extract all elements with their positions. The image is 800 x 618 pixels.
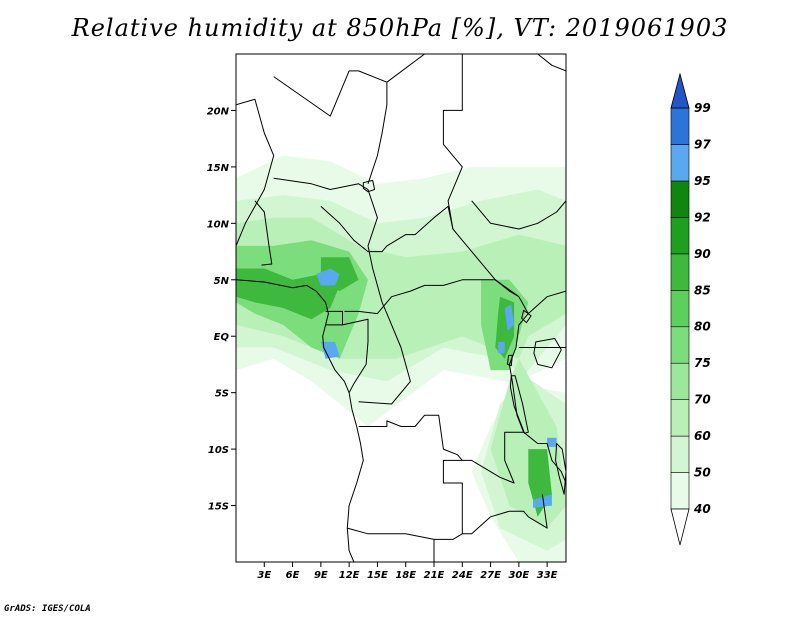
boundary-b5 [254, 200, 273, 266]
boundary-b2 [386, 54, 425, 83]
boundary-b8 [471, 200, 566, 230]
colorbar-segment [670, 362, 690, 401]
colorbar-segment [670, 472, 690, 510]
boundary-b15 [347, 527, 463, 540]
lat-tick-label: 15N [207, 163, 230, 174]
colorbar-label: 85 [694, 283, 711, 297]
lon-tick-label: 15E [367, 570, 388, 581]
country-boundaries [236, 54, 566, 562]
colorbar-segment [670, 289, 690, 328]
humidity-area-12 [498, 341, 505, 354]
boundary-coast-gulf [236, 279, 364, 562]
map-title: Relative humidity at 850hPa [%], VT: 201… [71, 14, 729, 42]
colorbar-bottom-arrow [670, 508, 690, 546]
colorbar-label: 99 [694, 101, 711, 115]
axis-ticks: 3E 6E 9E 12E 15E 18E 21E 24E 27E 30E 33E 20N 15N 10N 5… [207, 106, 558, 581]
lon-tick-label: 6E [286, 570, 300, 581]
boundary-lake-victoria [533, 338, 562, 369]
colorbar-label: 60 [694, 429, 711, 443]
humidity-area-5 [236, 268, 340, 320]
colorbar-segment [670, 180, 690, 218]
colorbar-label: 92 [694, 210, 711, 224]
lon-tick-label: 12E [339, 570, 360, 581]
humidity-area-11 [504, 304, 515, 331]
boundary-b10 [325, 310, 343, 326]
colorbar-label: 70 [694, 393, 711, 407]
lat-tick-label: 5S [215, 389, 229, 400]
lon-tick-label: 33E [537, 570, 558, 581]
boundary-lake-chad [362, 179, 376, 193]
colorbar-label: 50 [694, 466, 711, 480]
lat-tick-label: EQ [214, 332, 230, 343]
boundary-lake-albert [521, 309, 532, 324]
lon-tick-label: 30E [508, 570, 529, 581]
colorbar-label: 95 [694, 174, 711, 188]
lat-tick-label: 10N [207, 219, 230, 230]
lat-tick-label: 20N [207, 106, 230, 117]
lon-tick-label: 9E [314, 570, 328, 581]
colorbar-label: 97 [694, 138, 711, 152]
humidity-area-14 [547, 437, 557, 447]
boundary-b12 [358, 313, 411, 405]
boundary-b13 [442, 296, 548, 535]
colorbar-segment [670, 399, 690, 437]
boundary-b11 [342, 318, 369, 393]
colorbar-segment [670, 435, 690, 473]
lon-tick-label: 3E [257, 570, 271, 581]
boundary-b3 [442, 54, 463, 230]
boundary-b7 [367, 189, 388, 314]
colorbar-top-arrow [670, 72, 690, 109]
lon-tick-label: 21E [424, 570, 445, 581]
boundary-b4 [273, 177, 369, 190]
boundary-lake-kivu [507, 354, 513, 367]
colorbar-segment [670, 144, 690, 182]
colorbar-segment [670, 253, 690, 291]
colorbar-label: 75 [694, 356, 711, 370]
humidity-field-layer [236, 155, 566, 562]
boundary-b9 [344, 279, 520, 315]
colorbar-label: 40 [693, 502, 711, 516]
boundary-coast-west [236, 98, 275, 247]
colorbar-segment [670, 107, 690, 145]
boundary-b6 [320, 205, 520, 298]
boundary-b14 [358, 414, 463, 461]
boundary-b19 [523, 431, 566, 484]
boundary-b17 [527, 290, 566, 314]
humidity-area-10 [320, 341, 340, 359]
lon-tick-label: 18E [395, 570, 416, 581]
lat-tick-label: 5N [214, 276, 230, 287]
lon-tick-label: 24E [452, 570, 473, 581]
boundary-lake-tanganyika [509, 375, 529, 434]
colorbar-label: 80 [694, 320, 711, 334]
boundary-coast-red-sea [537, 54, 566, 72]
colorbar: 40 50 60 70 75 80 85 90 92 95 97 99 [670, 72, 711, 546]
humidity-area-13 [533, 494, 552, 508]
lat-tick-label: 15S [208, 502, 229, 513]
boundary-lake-malawi [555, 443, 566, 495]
colorbar-label: 90 [694, 247, 711, 261]
colorbar-segment [670, 326, 690, 364]
humidity-area-9 [316, 268, 340, 286]
lon-tick-label: 27E [480, 570, 501, 581]
colorbar-segment [670, 217, 690, 255]
credit-label: GrADS: IGES/COLA [4, 604, 91, 614]
plot-frame [235, 53, 567, 563]
lat-tick-label: 10S [208, 445, 229, 456]
